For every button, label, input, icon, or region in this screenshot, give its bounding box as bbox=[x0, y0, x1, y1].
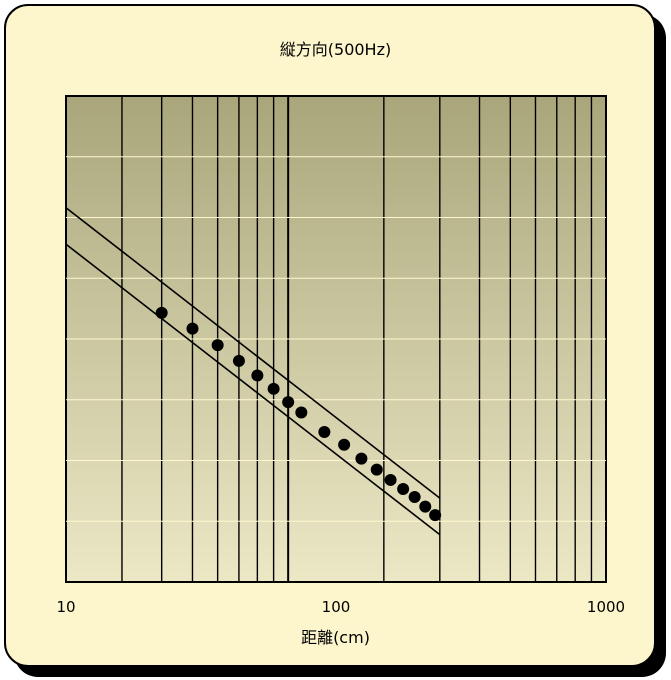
data-point bbox=[318, 425, 331, 438]
data-point bbox=[251, 369, 264, 382]
data-points bbox=[155, 306, 442, 522]
data-point bbox=[370, 463, 383, 476]
data-point bbox=[267, 382, 280, 395]
data-point bbox=[338, 438, 351, 451]
data-point bbox=[232, 354, 245, 367]
data-point bbox=[355, 452, 368, 465]
data-point bbox=[429, 509, 442, 522]
data-point bbox=[155, 306, 168, 319]
x-tick-labels: 10 100 1000 bbox=[56, 598, 625, 616]
data-point bbox=[397, 483, 410, 496]
data-point bbox=[211, 339, 224, 352]
x-tick-label: 1000 bbox=[587, 598, 625, 616]
trend-line bbox=[65, 207, 441, 499]
trend-line bbox=[65, 243, 441, 536]
x-tick-label: 100 bbox=[322, 598, 351, 616]
data-point bbox=[384, 473, 397, 486]
data-point bbox=[186, 322, 199, 335]
data-point bbox=[282, 396, 295, 409]
data-point bbox=[419, 500, 432, 513]
x-tick-label: 10 bbox=[56, 598, 75, 616]
data-point bbox=[295, 406, 308, 419]
x-axis-label: 距離(cm) bbox=[301, 628, 370, 647]
grid-lines bbox=[66, 96, 606, 582]
chart-title: 縦方向(500Hz) bbox=[279, 40, 392, 59]
data-point bbox=[408, 490, 421, 503]
trend-lines bbox=[65, 207, 441, 536]
